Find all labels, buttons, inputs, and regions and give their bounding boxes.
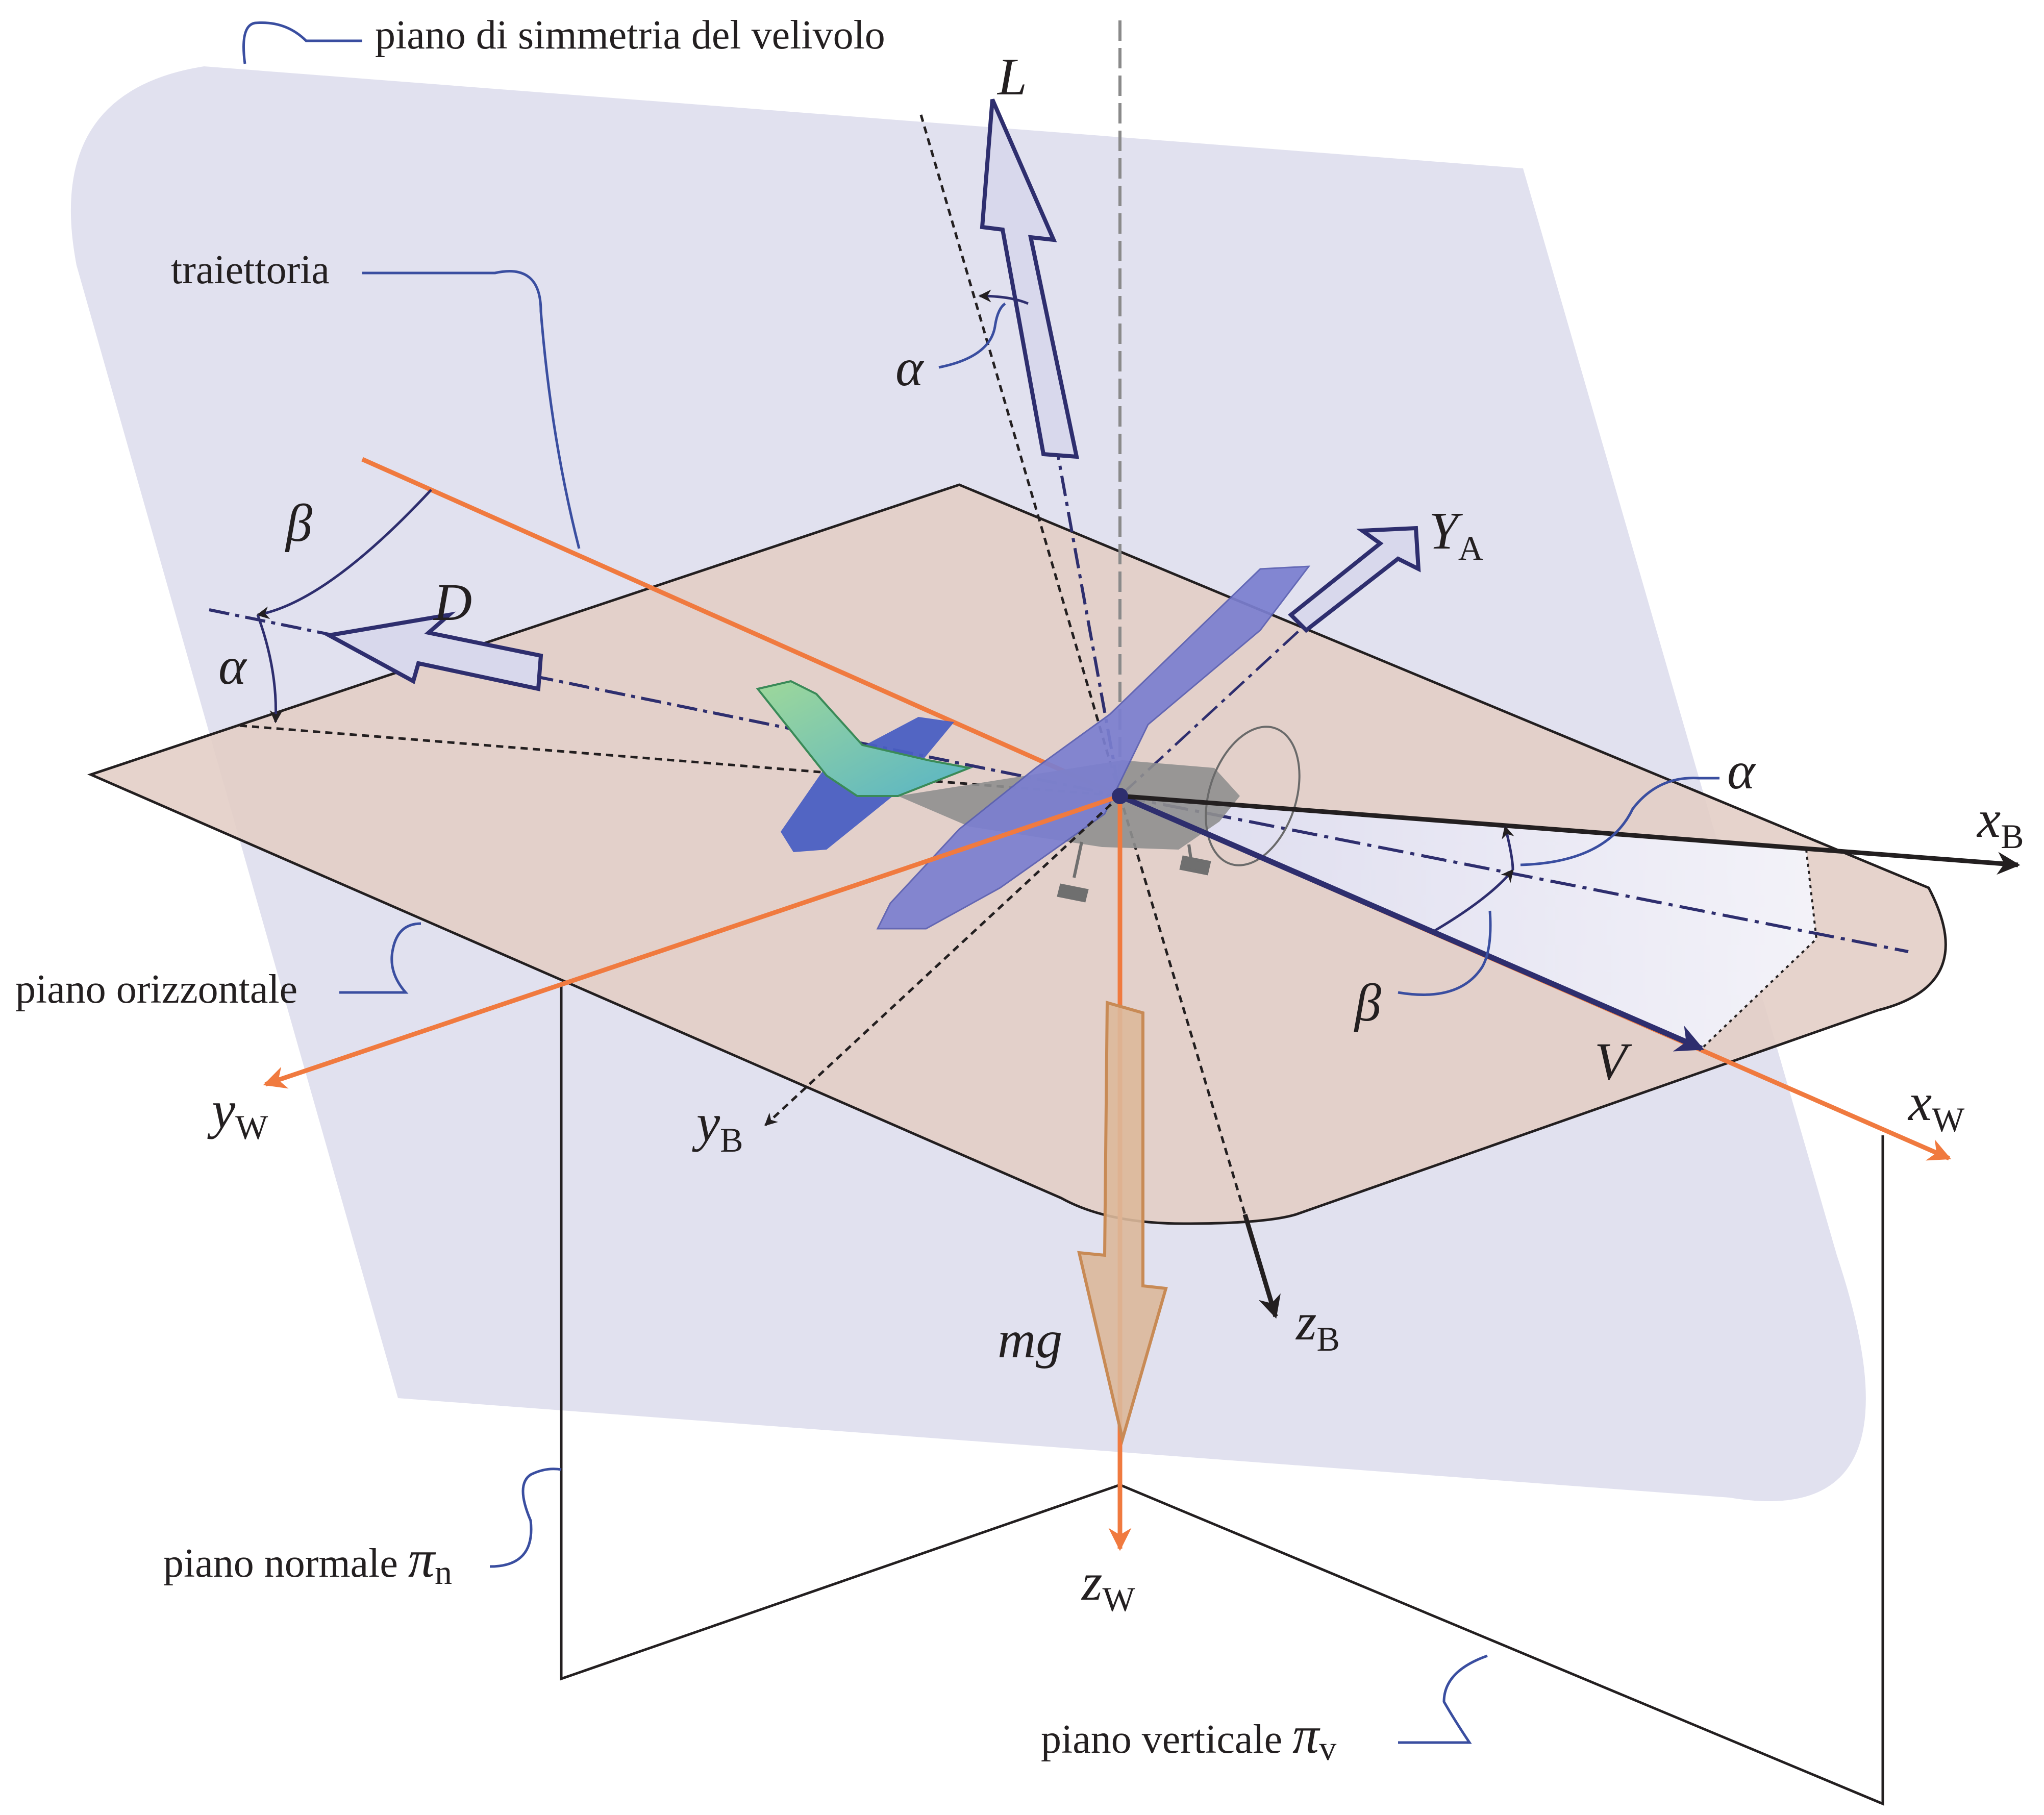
trajectory-line — [361, 457, 1121, 799]
symbol-velocity: V — [1594, 1032, 1632, 1091]
normal-plane-sub: n — [435, 1553, 452, 1592]
side-force-main: Y — [1429, 502, 1463, 560]
leader-normal-plane — [489, 1468, 562, 1568]
xw-sub: W — [1932, 1100, 1965, 1139]
symbol-beta-right: β — [1354, 974, 1381, 1032]
leader-lines — [242, 21, 1719, 1744]
leader-symmetry-plane — [242, 21, 362, 64]
label-symmetry-plane: piano di simmetria del velivolo — [375, 13, 885, 58]
xb-axis — [1119, 793, 2021, 875]
leader-trajectory — [362, 270, 581, 549]
zb-axis — [1242, 1213, 1281, 1319]
leader-alpha-lift — [938, 302, 1006, 369]
label-xw: xW — [1907, 1073, 1965, 1139]
symbol-alpha-lift: α — [895, 338, 925, 397]
leader-vertical-plane — [1398, 1654, 1488, 1744]
lift-arrow — [980, 98, 1080, 459]
label-yw: yW — [207, 1081, 268, 1147]
center-of-gravity — [1112, 788, 1128, 804]
yb-sub: B — [720, 1121, 743, 1159]
zw-main: z — [1081, 1553, 1102, 1611]
alpha-arc-left — [256, 614, 283, 724]
yw-main: y — [207, 1081, 236, 1139]
label-horizontal-plane: piano orizzontale — [15, 967, 297, 1012]
yw-sub: W — [235, 1108, 268, 1147]
side-force-arrow — [1288, 526, 1421, 633]
weight-arrow — [1077, 1001, 1168, 1445]
alpha-arc-right — [1502, 825, 1514, 871]
label-trajectory: traiettoria — [171, 247, 330, 292]
symbol-alpha-right: α — [1727, 741, 1756, 800]
symbol-weight: mg — [998, 1310, 1062, 1369]
drag-arrow — [322, 611, 543, 691]
leader-alpha-right — [1520, 777, 1719, 866]
vertical-plane-symbol: π — [1292, 1706, 1320, 1764]
aircraft — [756, 565, 1311, 930]
zb-main: z — [1295, 1292, 1316, 1351]
symbol-alpha-left: α — [218, 637, 247, 695]
velocity-wedge — [1120, 796, 1816, 1049]
symbol-drag: D — [433, 573, 472, 632]
alpha-arc-lift — [978, 289, 1029, 305]
label-zw: zW — [1081, 1553, 1135, 1619]
symbol-beta-left: β — [285, 494, 312, 553]
label-vertical-plane: piano verticale πv — [1041, 1706, 1336, 1768]
label-normal-plane: piano normale πn — [163, 1530, 452, 1592]
aircraft-wing — [876, 565, 1311, 930]
vertical-plane-sub: v — [1319, 1729, 1336, 1768]
velocity-projection-lines — [1701, 849, 1818, 1050]
beta-arc-left — [256, 489, 432, 619]
body-axes — [764, 793, 2021, 1319]
beta-arc-right — [1433, 869, 1514, 933]
leader-beta-right — [1398, 910, 1492, 996]
xb-main: x — [1976, 790, 2001, 849]
yb-main: y — [692, 1093, 720, 1152]
label-zb: zB — [1295, 1292, 1340, 1358]
vertical-plane — [1119, 1135, 1884, 1806]
normal-plane-symbol: π — [408, 1530, 436, 1588]
normal-plane — [560, 985, 1120, 1681]
label-xb: xB — [1976, 790, 2024, 856]
leader-horizontal-plane — [339, 922, 421, 994]
xb-projection-line — [1119, 794, 1909, 953]
aircraft-vertical-tail — [756, 680, 974, 797]
normal-plane-text: piano normale — [163, 1541, 408, 1586]
vertical-plane-text: piano verticale — [1041, 1717, 1292, 1762]
velocity-vector — [1118, 793, 1705, 1052]
xb-sub: B — [2001, 817, 2024, 856]
yw-axis — [263, 793, 1121, 1089]
zb-sub: B — [1316, 1320, 1339, 1358]
label-yb: yB — [692, 1093, 743, 1159]
xw-main: x — [1907, 1073, 1932, 1132]
side-force-sub: A — [1458, 529, 1483, 567]
symbol-side-force: YA — [1429, 502, 1483, 567]
aircraft-landing-gear — [1057, 841, 1211, 903]
angle-arcs — [256, 289, 1514, 933]
symbol-lift: L — [996, 47, 1027, 106]
zw-sub: W — [1102, 1580, 1135, 1619]
